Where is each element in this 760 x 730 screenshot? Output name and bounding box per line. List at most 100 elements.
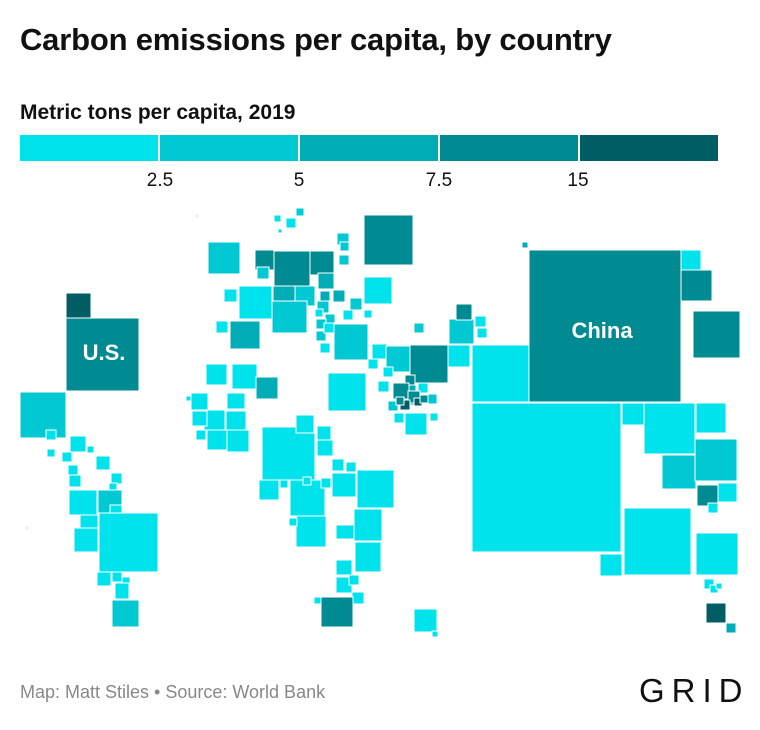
country-square [725, 622, 737, 634]
color-legend [20, 135, 718, 161]
country-square [315, 330, 327, 342]
country-square [413, 322, 425, 334]
country-square [356, 469, 395, 509]
country-square [317, 272, 335, 290]
country-square [377, 380, 390, 393]
country-square [694, 438, 738, 482]
country-square [295, 207, 305, 217]
country-square [313, 596, 322, 605]
country-square [256, 266, 270, 280]
grid-logo: GRID [639, 672, 750, 709]
country-square [323, 322, 335, 334]
country-square [715, 582, 723, 590]
legend-tick-2: 5 [293, 170, 305, 191]
country-square [339, 241, 350, 252]
country-square [707, 502, 719, 514]
country-square [448, 318, 475, 345]
legend-tick-1: 2.5 [146, 170, 174, 191]
country-square [229, 320, 261, 350]
cartogram-map: U.S. China [19, 207, 741, 638]
country-square [331, 458, 345, 472]
country-square [363, 214, 414, 266]
country-square [680, 249, 702, 271]
country-square [319, 342, 331, 354]
country-square [692, 310, 741, 359]
country-square [67, 464, 79, 476]
country-square [225, 410, 247, 432]
legend-swatch-5 [580, 135, 718, 161]
country-square [261, 426, 316, 481]
country-square [231, 363, 258, 390]
country-square [476, 327, 488, 339]
country-square [621, 402, 645, 426]
legend-swatch-3 [300, 135, 438, 161]
country-square [320, 596, 354, 628]
country-square [65, 292, 92, 319]
source-credit: Map: Matt Stiles • Source: World Bank [20, 682, 326, 702]
country-square [46, 448, 56, 458]
country-square [333, 323, 369, 361]
legend-tick-3: 7.5 [425, 170, 453, 191]
country-square [226, 392, 246, 410]
country-square [409, 344, 449, 384]
country-square [382, 366, 394, 378]
country-square [351, 591, 365, 605]
country-square [471, 402, 622, 553]
country-square [226, 429, 250, 453]
label-china: China [571, 318, 633, 343]
country-square [273, 214, 282, 223]
country-square [695, 402, 727, 434]
chart-title: Carbon emissions per capita, by country [20, 22, 612, 57]
country-square [680, 269, 713, 302]
country-square [599, 553, 623, 577]
country-square [185, 395, 192, 402]
country-square [348, 574, 360, 586]
country-square [98, 512, 159, 573]
country-square [413, 608, 438, 633]
country-square [417, 382, 429, 394]
legend-swatch-1 [20, 135, 158, 161]
country-square [393, 412, 405, 424]
country-square [110, 472, 123, 485]
country-square [338, 254, 350, 266]
country-square [302, 476, 312, 486]
country-square [335, 559, 353, 576]
country-square [335, 524, 355, 540]
country-square [404, 374, 416, 386]
country-square [96, 571, 112, 587]
country-square [73, 527, 99, 553]
legend-title: Metric tons per capita, 2019 [20, 101, 296, 124]
country-square [705, 602, 727, 624]
country-square [471, 344, 530, 403]
country-square [349, 297, 363, 311]
country-square [342, 309, 354, 321]
country-square [65, 317, 140, 392]
country-square [404, 412, 428, 436]
country-square [395, 396, 405, 406]
legend-swatch-4 [440, 135, 578, 161]
country-square [79, 514, 99, 530]
country-square [223, 288, 238, 303]
country-square [331, 472, 357, 498]
country-square [191, 410, 208, 427]
country-square [207, 241, 241, 275]
country-square [316, 425, 332, 441]
country-square [320, 477, 332, 489]
country-square [345, 461, 357, 473]
country-square [295, 414, 315, 434]
country-square [273, 250, 311, 288]
country-square [643, 402, 696, 455]
country-square [277, 228, 283, 234]
country-square [447, 344, 471, 368]
country-square [255, 376, 279, 400]
country-square [271, 300, 308, 334]
country-square [623, 507, 692, 576]
country-square [429, 412, 439, 422]
country-square [111, 571, 123, 583]
country-square [387, 400, 399, 412]
legend-swatch-2 [160, 135, 298, 161]
country-square [190, 392, 209, 411]
country-square [19, 391, 67, 439]
country-square [367, 358, 379, 370]
country-square [332, 289, 346, 303]
